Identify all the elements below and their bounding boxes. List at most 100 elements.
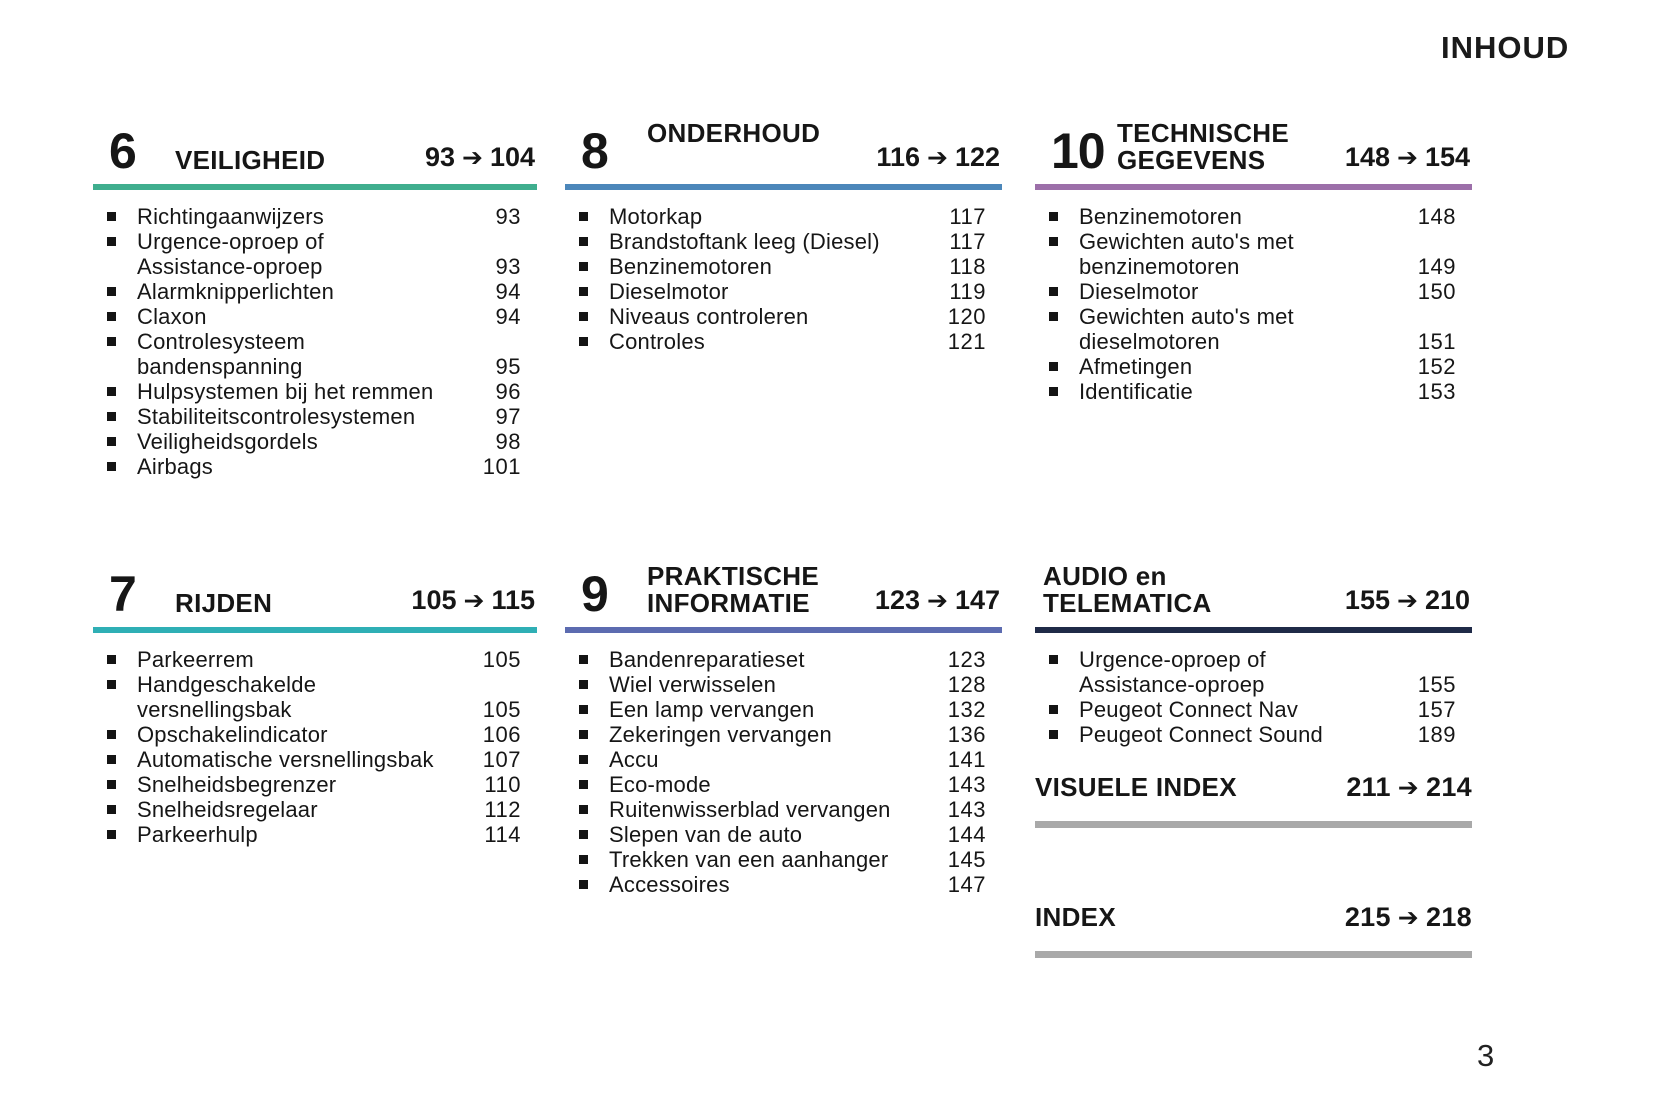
section-title: VEILIGHEID <box>175 147 325 174</box>
range-to: 210 <box>1424 585 1470 615</box>
toc-item: Airbags 101 <box>93 454 537 479</box>
section-items: Urgence-oproep of Assistance-oproep 155 Peu… <box>1035 647 1472 747</box>
bullet-square-icon <box>107 755 116 764</box>
section-visuele-index: VISUELE INDEX 211 ➔ 214 <box>1035 772 1472 828</box>
bullet-square-icon <box>579 262 588 271</box>
bullet-square-icon <box>579 312 588 321</box>
item-label: Opschakelindicator <box>137 722 328 747</box>
item-label: Urgence-oproep of Assistance-oproep <box>137 229 324 279</box>
item-label: Peugeot Connect Sound <box>1079 722 1323 747</box>
toc-item: Motorkap 117 <box>565 204 1002 229</box>
section-rule <box>1035 821 1472 828</box>
section-rule <box>565 184 1002 190</box>
bullet-square-icon <box>107 830 116 839</box>
item-label: Wiel verwisselen <box>609 672 777 697</box>
item-label: Dieselmotor <box>609 279 729 304</box>
bullet-square-icon <box>1049 655 1058 664</box>
arrow-right-icon: ➔ <box>1397 904 1420 932</box>
item-label: Parkeerrem <box>137 647 254 672</box>
item-label: Veiligheidsgordels <box>137 429 318 454</box>
item-label: Zekeringen vervangen <box>609 722 832 747</box>
section-title-line: VEILIGHEID <box>175 145 326 175</box>
arrow-right-icon: ➔ <box>463 587 485 615</box>
item-page-number: 106 <box>482 722 521 747</box>
section-title: RIJDEN <box>175 590 272 617</box>
item-label: Urgence-oproep of Assistance-oproep <box>1079 647 1266 697</box>
item-page-number: 189 <box>1417 722 1456 747</box>
toc-item: Parkeerhulp 114 <box>93 822 537 847</box>
item-label: Ruitenwisserblad vervangen <box>609 797 891 822</box>
item-label: Identificatie <box>1079 379 1193 404</box>
item-label: Eco-mode <box>609 772 711 797</box>
bullet-square-icon <box>1049 312 1058 321</box>
range-from: 93 <box>424 142 455 172</box>
toc-item: Veiligheidsgordels 98 <box>93 429 537 454</box>
section-title: PRAKTISCHE INFORMATIE <box>647 563 819 617</box>
toc-item: Richtingaanwijzers 93 <box>93 204 537 229</box>
item-label: Snelheidsregelaar <box>137 797 318 822</box>
item-page-number: 136 <box>947 722 986 747</box>
item-page-number: 93 <box>495 254 521 279</box>
item-page-number: 145 <box>947 847 986 872</box>
item-page-number: 94 <box>495 279 521 304</box>
item-page-number: 114 <box>484 822 521 847</box>
toc-item: Snelheidsregelaar 112 <box>93 797 537 822</box>
section-title-line: ONDERHOUD <box>647 118 821 148</box>
section-rule <box>565 627 1002 633</box>
item-page-number: 107 <box>482 747 521 772</box>
toc-item: Zekeringen vervangen 136 <box>565 722 1002 747</box>
toc-item: Benzinemotoren 148 <box>1035 204 1472 229</box>
item-page-number: 148 <box>1417 204 1456 229</box>
bullet-square-icon <box>1049 387 1058 396</box>
item-label: Controlesysteem bandenspanning <box>137 329 306 379</box>
toc-item: Urgence-oproep of Assistance-oproep 155 <box>1035 647 1472 697</box>
item-label: Claxon <box>137 304 207 329</box>
bullet-square-icon <box>107 312 116 321</box>
section-rijden: 7 RIJDEN 105 ➔ 115 Parkeerrem 105 Handgescha… <box>93 563 537 847</box>
section-title: ONDERHOUD <box>647 120 820 147</box>
bullet-square-icon <box>1049 730 1058 739</box>
toc-item: Claxon 94 <box>93 304 537 329</box>
section-header: 7 RIJDEN 105 ➔ 115 <box>93 563 537 619</box>
toc-item: Opschakelindicator 106 <box>93 722 537 747</box>
section-title-line: RIJDEN <box>175 588 273 618</box>
item-page-number: 105 <box>482 697 521 722</box>
index-header: VISUELE INDEX 211 ➔ 214 <box>1035 772 1472 803</box>
toc-item: Accessoires 147 <box>565 872 1002 897</box>
range-to: 154 <box>1424 142 1470 172</box>
section-number: 8 <box>581 123 609 179</box>
range-from: 116 <box>876 142 920 172</box>
range-from: 215 <box>1344 902 1391 932</box>
item-page-number: 117 <box>949 204 986 229</box>
item-page-number: 110 <box>484 772 521 797</box>
section-title-line: GEGEVENS <box>1117 145 1266 175</box>
section-page-range: 211 ➔ 214 <box>1346 772 1472 803</box>
item-page-number: 97 <box>495 404 521 429</box>
section-items: Benzinemotoren 148 Gewichten auto's met ben… <box>1035 204 1472 404</box>
toc-item: Ruitenwisserblad vervangen 143 <box>565 797 1002 822</box>
item-label: Benzinemotoren <box>609 254 773 279</box>
section-praktische-informatie: 9 PRAKTISCHE INFORMATIE 123 ➔ 147 Bandenre… <box>565 563 1002 897</box>
page-title: INHOUD <box>1441 30 1570 65</box>
bullet-square-icon <box>107 287 116 296</box>
toc-item: Brandstoftank leeg (Diesel) 117 <box>565 229 1002 254</box>
section-page-range: 93 ➔ 104 <box>425 142 535 173</box>
section-title-line: TELEMATICA <box>1043 588 1212 618</box>
item-label: Afmetingen <box>1079 354 1193 379</box>
item-page-number: 112 <box>484 797 521 822</box>
arrow-right-icon: ➔ <box>1396 587 1418 615</box>
section-items: Richtingaanwijzers 93 Urgence-oproep of Ass… <box>93 204 537 479</box>
bullet-square-icon <box>107 680 116 689</box>
arrow-right-icon: ➔ <box>926 587 948 615</box>
toc-item: Dieselmotor 150 <box>1035 279 1472 304</box>
section-header: 6 VEILIGHEID 93 ➔ 104 <box>93 120 537 176</box>
toc-item: Gewichten auto's met dieselmotoren 151 <box>1035 304 1472 354</box>
item-page-number: 101 <box>482 454 521 479</box>
item-label: Accessoires <box>609 872 730 897</box>
section-number: 10 <box>1051 123 1106 179</box>
item-page-number: 123 <box>947 647 986 672</box>
toc-item: Slepen van de auto 144 <box>565 822 1002 847</box>
range-from: 105 <box>411 585 457 615</box>
item-page-number: 143 <box>947 772 986 797</box>
section-number: 9 <box>581 566 609 622</box>
